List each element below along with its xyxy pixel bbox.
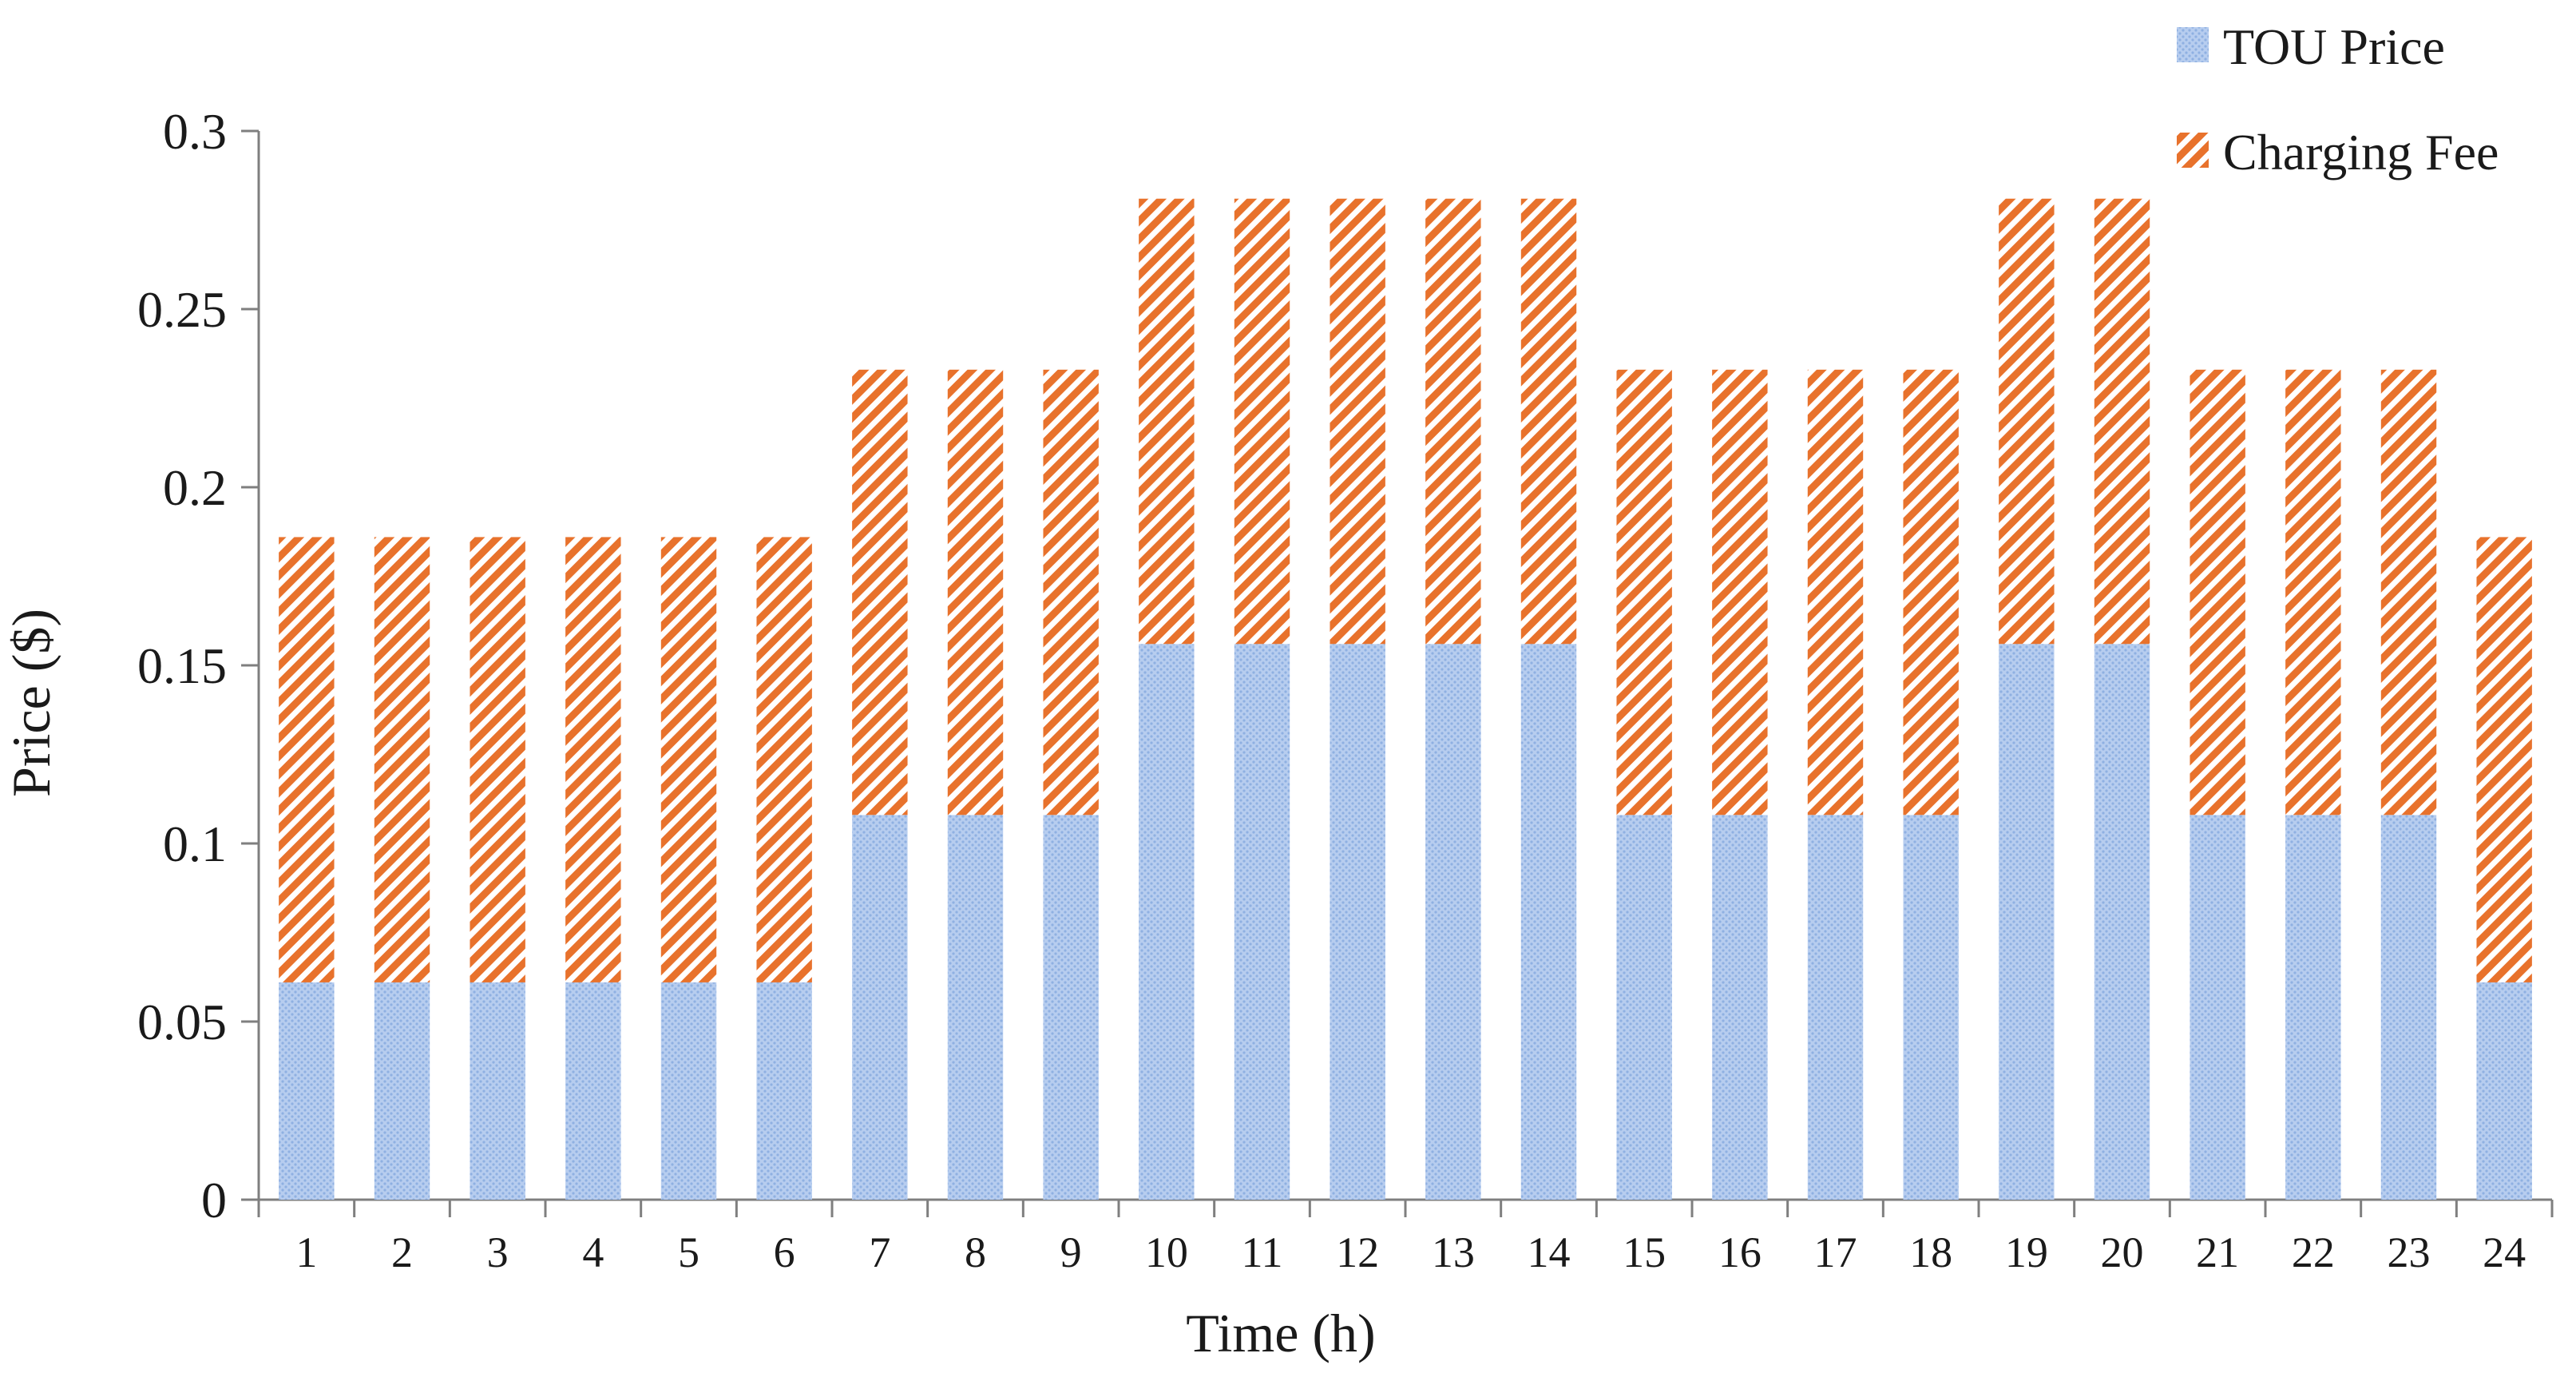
bar-tou-price [1139, 644, 1195, 1200]
bar-charging-fee [279, 537, 335, 982]
bar-charging-fee [1520, 198, 1577, 645]
x-tick-label: 20 [2101, 1228, 2144, 1276]
x-tick-label: 3 [487, 1228, 509, 1276]
x-tick-label: 11 [1242, 1228, 1283, 1276]
bar-charging-fee [2380, 369, 2437, 815]
y-tick-label: 0.1 [163, 815, 227, 872]
x-tick-label: 14 [1528, 1228, 1571, 1276]
legend-item-tou-price: TOU Price [2177, 18, 2445, 75]
bar-charging-fee [374, 537, 430, 982]
x-tick-label: 10 [1145, 1228, 1188, 1276]
bar-tou-price [1425, 644, 1481, 1200]
x-tick-label: 7 [869, 1228, 890, 1276]
bar-charging-fee [2094, 198, 2150, 645]
bar-tou-price [470, 982, 525, 1200]
y-tick-label: 0.05 [137, 994, 227, 1050]
bar-tou-price [2190, 815, 2245, 1200]
bar-tou-price [2094, 644, 2150, 1200]
y-tick-label: 0 [201, 1172, 227, 1228]
bar-charging-fee [1425, 198, 1481, 645]
bar-charging-fee [1043, 369, 1099, 815]
bar-tou-price [1520, 644, 1577, 1200]
bar-charging-fee [947, 369, 1004, 815]
x-tick-label: 22 [2292, 1228, 2335, 1276]
y-axis: 0 0.05 0.1 0.15 0.2 0.25 0.3 [137, 103, 260, 1228]
bar-charging-fee [1616, 369, 1672, 815]
x-tick-label: 13 [1432, 1228, 1475, 1276]
bar-charging-fee [2476, 537, 2532, 982]
x-tick-label: 12 [1336, 1228, 1379, 1276]
bar-charging-fee [1139, 198, 1195, 645]
legend-label-tou-price: TOU Price [2223, 18, 2445, 75]
legend-label-charging-fee: Charging Fee [2223, 124, 2499, 181]
bar-charging-fee [1807, 369, 1864, 815]
bar-charging-fee [565, 537, 621, 982]
x-tick-label: 19 [2005, 1228, 2048, 1276]
x-tick-label: 8 [965, 1228, 986, 1276]
bar-charging-fee [1903, 369, 1959, 815]
x-tick-label: 18 [1909, 1228, 1952, 1276]
bar-charging-fee [660, 537, 717, 982]
x-tick-label: 5 [678, 1228, 699, 1276]
x-axis: 1 2 3 4 5 6 7 8 9 10 11 12 13 14 15 16 17 18 19 20 21 22 23 24 [257, 1198, 2554, 1276]
bars [279, 198, 2532, 1200]
bar-tou-price [2476, 982, 2532, 1200]
bar-tou-price [374, 982, 430, 1200]
bar-tou-price [1330, 644, 1385, 1200]
x-tick-label: 24 [2483, 1228, 2526, 1276]
x-tick-label: 15 [1623, 1228, 1666, 1276]
bar-charging-fee [1712, 369, 1768, 815]
bar-tou-price [1903, 815, 1959, 1200]
bar-charging-fee [1234, 198, 1290, 645]
bar-tou-price [947, 815, 1004, 1200]
x-tick-label: 6 [774, 1228, 795, 1276]
bar-tou-price [1234, 644, 1290, 1200]
bar-tou-price [1043, 815, 1099, 1200]
x-axis-title: Time (h) [1186, 1303, 1375, 1363]
bar-tou-price [1999, 644, 2055, 1200]
y-tick-label: 0.3 [163, 103, 227, 160]
bar-charging-fee [1999, 198, 2055, 645]
legend-swatch-charging-fee [2177, 133, 2209, 168]
bar-charging-fee [470, 537, 525, 982]
y-tick-label: 0.2 [163, 459, 227, 516]
x-tick-label: 21 [2196, 1228, 2239, 1276]
x-tick-label: 1 [295, 1228, 317, 1276]
x-tick-label: 16 [1718, 1228, 1762, 1276]
bar-tou-price [756, 982, 812, 1200]
x-tick-label: 17 [1814, 1228, 1857, 1276]
bar-tou-price [660, 982, 717, 1200]
bar-tou-price [1807, 815, 1864, 1200]
bar-charging-fee [1330, 198, 1385, 645]
bar-charging-fee [756, 537, 812, 982]
bar-tou-price [279, 982, 335, 1200]
y-axis-title: Price ($) [1, 609, 61, 797]
bar-tou-price [2285, 815, 2341, 1200]
bar-tou-price [1616, 815, 1672, 1200]
legend: TOU Price Charging Fee [2177, 18, 2499, 181]
bar-charging-fee [2190, 369, 2245, 815]
y-tick-label: 0.15 [137, 637, 227, 694]
bar-tou-price [565, 982, 621, 1200]
bar-tou-price [1712, 815, 1768, 1200]
legend-item-charging-fee: Charging Fee [2177, 124, 2499, 181]
bar-charging-fee [2285, 369, 2341, 815]
x-tick-label: 23 [2388, 1228, 2431, 1276]
legend-swatch-tou-price [2177, 27, 2209, 62]
bar-tou-price [2380, 815, 2437, 1200]
x-tick-label: 9 [1060, 1228, 1082, 1276]
x-tick-label: 2 [391, 1228, 413, 1276]
y-tick-label: 0.25 [137, 281, 227, 338]
x-tick-label: 4 [582, 1228, 604, 1276]
bar-tou-price [852, 815, 908, 1200]
bar-charging-fee [852, 369, 908, 815]
